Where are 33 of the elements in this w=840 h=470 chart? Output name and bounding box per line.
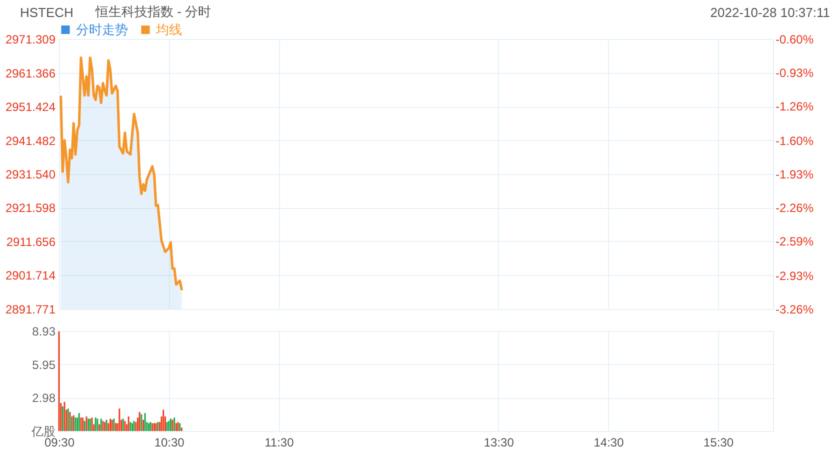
y2-tick-label: -2.26%	[776, 200, 814, 215]
y-tick-label: 2931.540	[5, 168, 56, 182]
y2-tick-label: -0.60%	[776, 32, 814, 46]
x-tick-label: 14:30	[594, 436, 624, 450]
chart-title: HSTECH	[20, 4, 74, 20]
y-tick-label: 2911.656	[6, 235, 56, 249]
y-tick-label: 2.98	[32, 391, 56, 406]
y-tick-label: 8.93	[32, 324, 56, 338]
y-tick-label: 2901.714	[5, 268, 56, 283]
text: 2022-10-28 10:37:11	[710, 4, 830, 20]
x-tick-label: 10:30	[154, 436, 185, 450]
y-tick-label: 5.95	[32, 358, 56, 372]
x-tick-label: 09:30	[44, 436, 75, 450]
y2-tick-label: -2.93%	[776, 269, 814, 284]
y-tick-label: 2891.771	[5, 302, 56, 316]
y2-tick-label: -3.26%	[776, 302, 814, 316]
y-tick-label: 2971.309	[5, 32, 56, 46]
y2-tick-label: -0.93%	[776, 66, 814, 80]
y-tick-label: 2951.424	[5, 100, 56, 114]
y-tick-label: 2941.482	[5, 134, 56, 148]
y2-tick-label: -1.26%	[776, 99, 814, 114]
legend-label: 分时走势	[76, 22, 128, 37]
y2-tick-label: -2.59%	[776, 234, 814, 248]
y-tick-label: 2921.598	[5, 201, 56, 216]
chart-subtitle: 恒生科技指数 - 分时	[95, 3, 212, 21]
x-tick-label: 15:30	[704, 436, 734, 450]
y-tick-label: 亿股	[30, 424, 56, 438]
x-tick-label: 13:30	[484, 436, 514, 450]
legend-label: 均线	[155, 22, 182, 37]
y-tick-label: 2961.366	[5, 66, 56, 80]
x-tick-label: 11:30	[264, 436, 294, 450]
y2-tick-label: -1.93%	[776, 168, 814, 182]
y2-tick-label: -1.60%	[776, 134, 814, 148]
